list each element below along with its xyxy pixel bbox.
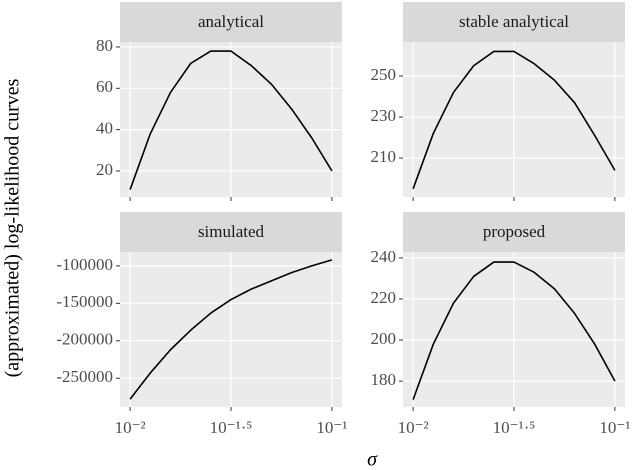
y-tick-label: 210 [371, 147, 397, 166]
panel-title: proposed [483, 222, 546, 241]
line [412, 50, 616, 190]
y-tick-label: 250 [371, 65, 397, 84]
panel-title: analytical [198, 12, 264, 31]
y-tick-label: 220 [371, 288, 397, 307]
y-tick-label: 200 [371, 329, 397, 348]
strip [403, 212, 625, 252]
panel-title: stable analytical [459, 12, 569, 31]
x-tick-label: 10⁻² [115, 418, 146, 437]
y-tick-label: 40 [96, 119, 113, 138]
y-tick-label: 80 [96, 36, 113, 55]
panel-title: simulated [198, 222, 265, 241]
x-tick-label: 10⁻¹·⁵ [210, 418, 253, 437]
y-tick-label: -250000 [56, 367, 113, 386]
y-tick-label: 60 [96, 77, 113, 96]
y-axis-label: (approximated) log-likelihood curves [2, 78, 24, 377]
strip [120, 212, 342, 252]
y-tick-label: 230 [371, 106, 397, 125]
y-tick-label: 180 [371, 370, 397, 389]
x-tick-label: 10⁻¹ [599, 418, 630, 437]
y-tick-label: -200000 [56, 330, 113, 349]
x-axis-label: σ [367, 449, 378, 470]
line [129, 259, 333, 400]
y-tick-label: -150000 [56, 292, 113, 311]
line [412, 261, 616, 400]
line [129, 50, 333, 190]
x-tick-label: 10⁻² [398, 418, 429, 437]
y-tick-label: 240 [371, 247, 397, 266]
strip [403, 2, 625, 42]
x-tick-label: 10⁻¹ [316, 418, 347, 437]
x-tick-label: 10⁻¹·⁵ [493, 418, 536, 437]
y-tick-label: 20 [96, 160, 113, 179]
strip [120, 2, 342, 42]
y-tick-label: -100000 [56, 255, 113, 274]
